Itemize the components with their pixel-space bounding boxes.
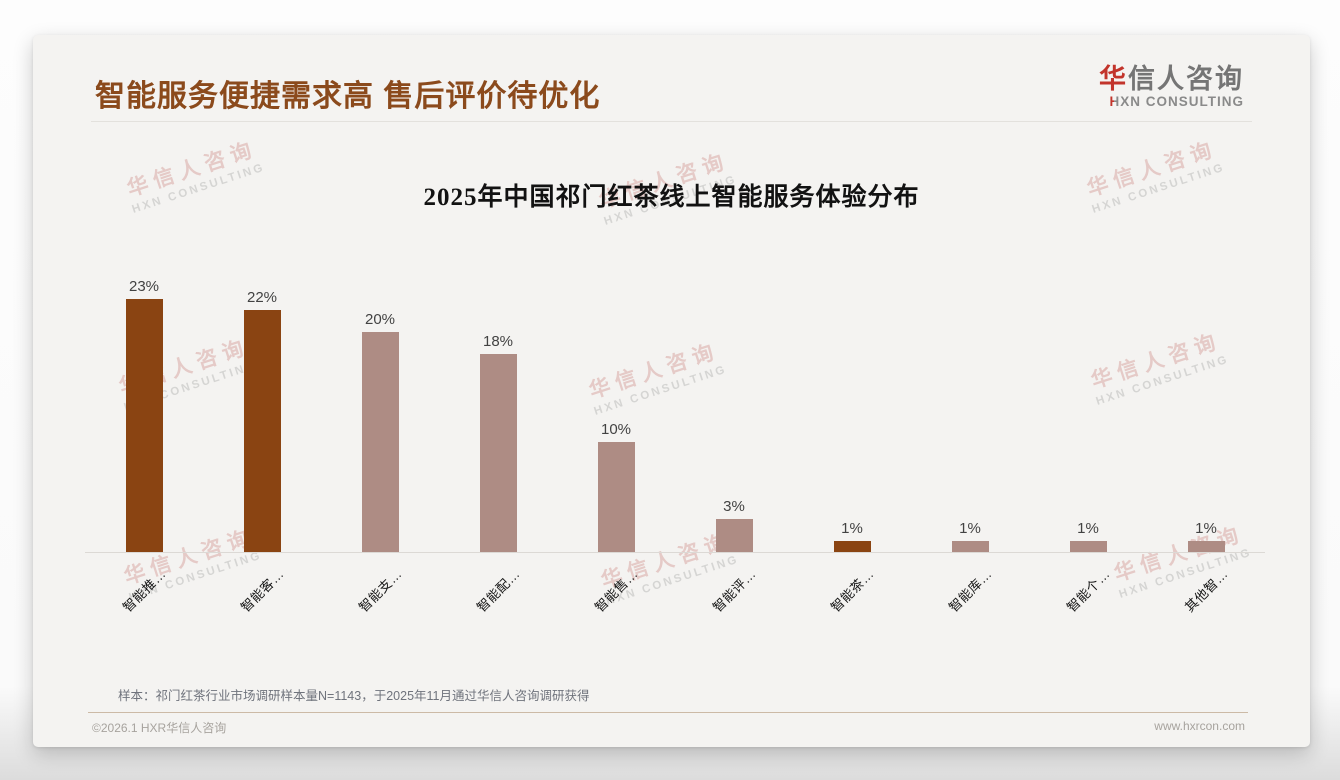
logo-en-first: H	[1109, 94, 1121, 109]
bar	[597, 442, 635, 552]
page-title: 智能服务便捷需求高 售后评价待优化	[95, 80, 601, 113]
x-axis-tick-label: 智能茶…	[827, 566, 877, 615]
bar-value-label: 1%	[1077, 520, 1099, 537]
bar	[361, 332, 399, 552]
x-axis-tick-label: 智能客…	[237, 566, 287, 615]
bar-value-label: 23%	[128, 278, 160, 295]
bar-column: 18% 智能配…	[439, 275, 557, 615]
bar	[479, 354, 517, 552]
company-logo: 华信人咨询 HXN CONSULTING	[1099, 57, 1244, 109]
chart-title: 2025年中国祁门红茶线上智能服务体验分布	[423, 184, 920, 211]
bar-chart: 23% 智能推… 22% 智能客… 20% 智能支… 18% 智能配… 10% 智能售… 3% 智能评…	[85, 275, 1265, 615]
x-axis-tick-label: 智能售…	[591, 566, 641, 615]
bar-value-label: 3%	[723, 498, 745, 515]
bar-column: 1% 智能茶…	[793, 275, 911, 615]
bar-column: 1% 智能库…	[911, 275, 1029, 615]
bar-value-label: 1%	[841, 520, 863, 537]
bar-column: 3% 智能评…	[675, 275, 793, 615]
bar	[243, 310, 281, 552]
footer-website[interactable]: www.hxrcon.com	[1154, 719, 1245, 733]
x-axis-tick-label: 其他智…	[1181, 566, 1231, 615]
logo-en-rest: XN CONSULTING	[1120, 94, 1244, 109]
bar-value-label: 18%	[482, 333, 514, 350]
bar-column: 23% 智能推…	[85, 275, 203, 615]
x-axis-tick-label: 智能库…	[945, 566, 995, 615]
bar-column: 22% 智能客…	[203, 275, 321, 615]
bar	[951, 541, 989, 552]
bar-column: 20% 智能支…	[321, 275, 439, 615]
bar	[1069, 541, 1107, 552]
bar-value-label: 22%	[246, 289, 278, 306]
logo-zh-text: 华信人咨询	[1099, 57, 1244, 96]
bar-column: 10% 智能售…	[557, 275, 675, 615]
slide-card: 智能服务便捷需求高 售后评价待优化 华信人咨询 HXN CONSULTING 2…	[33, 35, 1310, 747]
footer-divider	[88, 712, 1248, 713]
header-divider	[91, 121, 1252, 122]
bar-column: 1% 智能个…	[1029, 275, 1147, 615]
bar	[125, 299, 163, 552]
x-axis-tick-label: 智能配…	[473, 566, 523, 615]
logo-zh-first: 华	[1099, 64, 1128, 94]
x-axis-tick-label: 智能评…	[709, 566, 759, 615]
footer-copyright: ©2026.1 HXR华信人咨询	[92, 721, 227, 735]
bar	[715, 519, 753, 552]
bar-value-label: 1%	[1195, 520, 1217, 537]
bar-value-label: 20%	[364, 311, 396, 328]
sample-footnote: 样本：祁门红茶行业市场调研样本量N=1143，于2025年11月通过华信人咨询调…	[118, 689, 590, 703]
x-axis-tick-label: 智能支…	[355, 566, 405, 615]
bar	[833, 541, 871, 552]
x-axis-tick-label: 智能个…	[1063, 566, 1113, 615]
logo-zh-rest: 信人咨询	[1128, 64, 1244, 94]
bar	[1187, 541, 1225, 552]
bar-value-label: 10%	[600, 421, 632, 438]
bar-value-label: 1%	[959, 520, 981, 537]
watermark-line2: HXN CONSULTING	[1117, 546, 1254, 601]
logo-en-text: HXN CONSULTING	[1099, 94, 1244, 109]
bar-column: 1% 其他智…	[1147, 275, 1265, 615]
x-axis-tick-label: 智能推…	[119, 566, 169, 615]
